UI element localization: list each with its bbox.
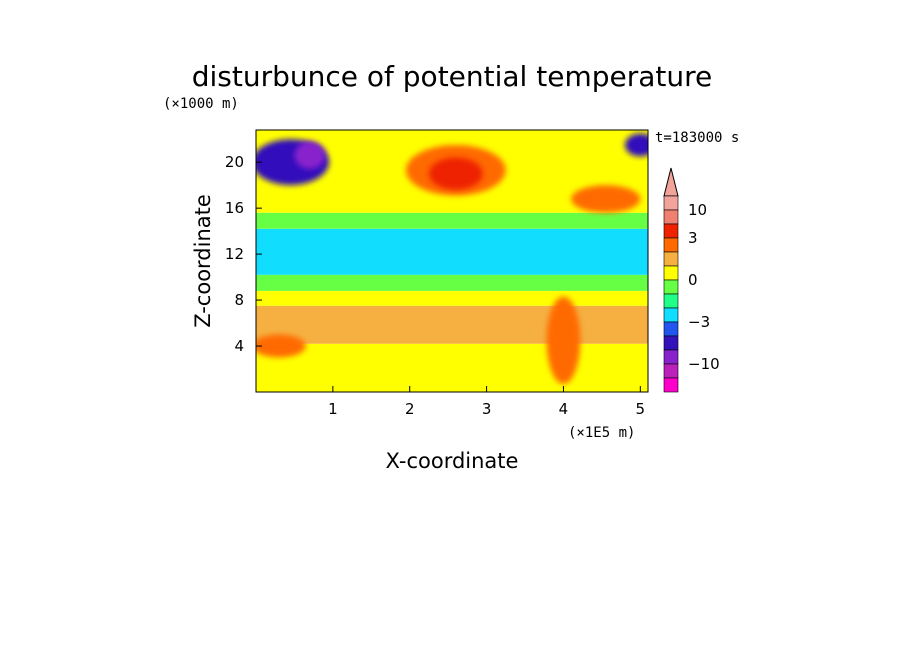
- colorbar-level-12: [663, 363, 679, 379]
- field-feature-6: [624, 133, 648, 157]
- y-tick-label-2: 12: [225, 245, 244, 263]
- colorbar-tick-label-1: 3: [688, 229, 698, 247]
- field-band-1: [256, 305, 648, 344]
- field-band-0: [256, 343, 648, 392]
- colorbar-level-6: [663, 279, 679, 295]
- colorbar-level-7: [663, 293, 679, 309]
- field-band-4: [256, 228, 648, 275]
- colorbar-level-2: [663, 223, 679, 239]
- colorbar-level-1: [663, 209, 679, 225]
- colorbar-ticks: 10 3 0 −3 −10: [688, 201, 720, 373]
- colorbar-tick-label-3: −3: [688, 313, 710, 331]
- plot-frame: [255, 129, 649, 393]
- y-tick-label-1: 8: [234, 291, 244, 309]
- field-bands: [256, 130, 648, 392]
- field-band-5: [256, 212, 648, 229]
- colorbar-level-13: [663, 377, 679, 393]
- time-label: t=183000 s: [655, 130, 739, 146]
- plot-area: [256, 130, 648, 392]
- field-feature-4: [428, 157, 483, 190]
- x-tick-label-2: 3: [482, 400, 492, 418]
- x-unit-label: (×1E5 m): [568, 425, 635, 441]
- colorbar-tick-label-2: 0: [688, 271, 698, 289]
- colorbar-level-0: [663, 195, 679, 211]
- colorbar-tick-label-0: 10: [688, 201, 707, 219]
- colorbar-level-4: [663, 251, 679, 267]
- y-axis-ticks: 4 8 12 16 20: [225, 153, 262, 355]
- chart-title: disturbunce of potential temperature: [192, 60, 713, 93]
- y-axis-label: Z-coordinate: [191, 194, 215, 328]
- x-axis-ticks: 1 2 3 4 5: [328, 386, 645, 418]
- field-feature-1: [571, 185, 641, 213]
- x-axis-label: X-coordinate: [386, 449, 519, 473]
- y-unit-label: (×1000 m): [163, 96, 239, 112]
- x-tick-label-0: 1: [328, 400, 338, 418]
- colorbar-tick-label-4: −10: [688, 355, 720, 373]
- colorbar-arrow: [663, 167, 679, 197]
- x-tick-label-3: 4: [559, 400, 569, 418]
- colorbar-level-3: [663, 237, 679, 253]
- x-tick-label-4: 5: [636, 400, 646, 418]
- colorbar-level-10: [663, 335, 679, 351]
- y-tick-label-4: 20: [225, 153, 244, 171]
- field-band-3: [256, 274, 648, 291]
- field-feature-3: [256, 334, 306, 358]
- colorbar-level-5: [663, 265, 679, 281]
- colorbar-level-9: [663, 321, 679, 337]
- colorbar: [663, 167, 679, 393]
- y-tick-label-0: 4: [234, 337, 244, 355]
- field-features: [256, 133, 648, 384]
- colorbar-level-8: [663, 307, 679, 323]
- field-band-2: [256, 290, 648, 306]
- field-feature-7: [294, 141, 326, 170]
- x-tick-label-1: 2: [405, 400, 415, 418]
- colorbar-level-11: [663, 349, 679, 365]
- field-feature-2: [546, 296, 581, 384]
- y-tick-label-3: 16: [225, 199, 244, 217]
